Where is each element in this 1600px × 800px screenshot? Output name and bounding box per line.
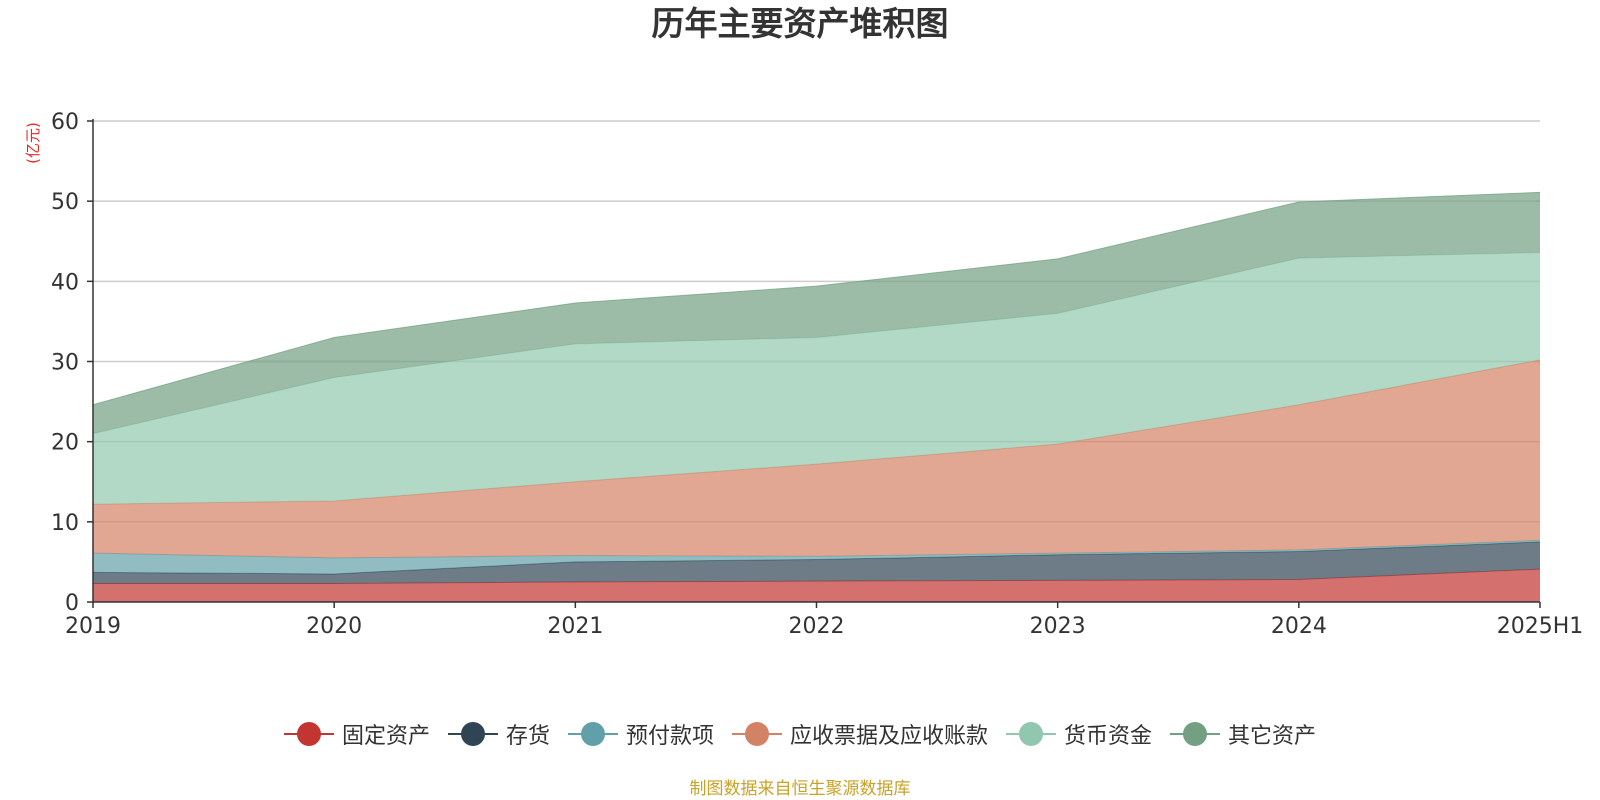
- y-tick-label: 20: [51, 431, 79, 456]
- legend-item[interactable]: 其它资产: [1170, 718, 1316, 750]
- y-axis-unit-label: (亿元): [24, 122, 42, 164]
- y-tick-label: 30: [51, 351, 79, 376]
- y-tick-label: 50: [51, 190, 79, 215]
- area-line-其它资产: [92, 191, 1541, 406]
- chart-title: 历年主要资产堆积图: [651, 4, 949, 43]
- x-tick-label: 2021: [547, 614, 603, 639]
- legend-label: 应收票据及应收账款: [790, 724, 989, 749]
- legend-item[interactable]: 固定资产: [283, 718, 430, 750]
- area-series: [92, 191, 1541, 602]
- x-tick-label: 2022: [789, 614, 845, 639]
- area-其它资产: [93, 192, 1540, 434]
- legend-marker-icon: [732, 721, 782, 747]
- x-tick-label: 2019: [65, 614, 121, 639]
- x-tick-label: 2025H1: [1497, 614, 1584, 639]
- axes: 0 10 20 30 40 50 60 2019 2020 2021 2022 2023 2024 202…: [51, 110, 1583, 639]
- legend-marker-icon: [283, 721, 334, 747]
- legend-marker-icon: [567, 721, 618, 747]
- legend-item[interactable]: 预付款项: [567, 718, 714, 750]
- y-tick-label: 60: [51, 110, 79, 135]
- legend-marker-icon: [1170, 721, 1221, 747]
- legend-marker-icon: [447, 721, 498, 747]
- x-tick-label: 2020: [306, 614, 362, 639]
- source-note: 制图数据来自恒生聚源数据库: [689, 779, 911, 799]
- legend: 固定资产 存货 预付款项 应收票据及应收账款 货币资金 其它资产: [0, 718, 1600, 750]
- y-tick-label: 40: [51, 270, 79, 295]
- legend-label: 货币资金: [1064, 724, 1153, 749]
- x-tick-label: 2024: [1271, 614, 1327, 639]
- legend-label: 固定资产: [341, 724, 430, 749]
- legend-label: 其它资产: [1228, 724, 1317, 749]
- area-预付款项: [93, 540, 1540, 574]
- x-tick-label: 2023: [1030, 614, 1086, 639]
- legend-item[interactable]: 货币资金: [1006, 718, 1152, 750]
- legend-item[interactable]: 存货: [447, 718, 550, 750]
- area-固定资产: [93, 569, 1540, 602]
- legend-label: 存货: [505, 724, 550, 749]
- legend-item[interactable]: 应收票据及应收账款: [732, 718, 988, 750]
- area-存货: [93, 541, 1540, 584]
- y-tick-label: 10: [51, 511, 79, 536]
- legend-marker-icon: [1006, 721, 1057, 747]
- area-应收票据及应收账款: [93, 359, 1540, 558]
- y-tick-label: 0: [65, 591, 79, 616]
- legend-label: 预付款项: [625, 724, 714, 749]
- area-货币资金: [93, 252, 1540, 505]
